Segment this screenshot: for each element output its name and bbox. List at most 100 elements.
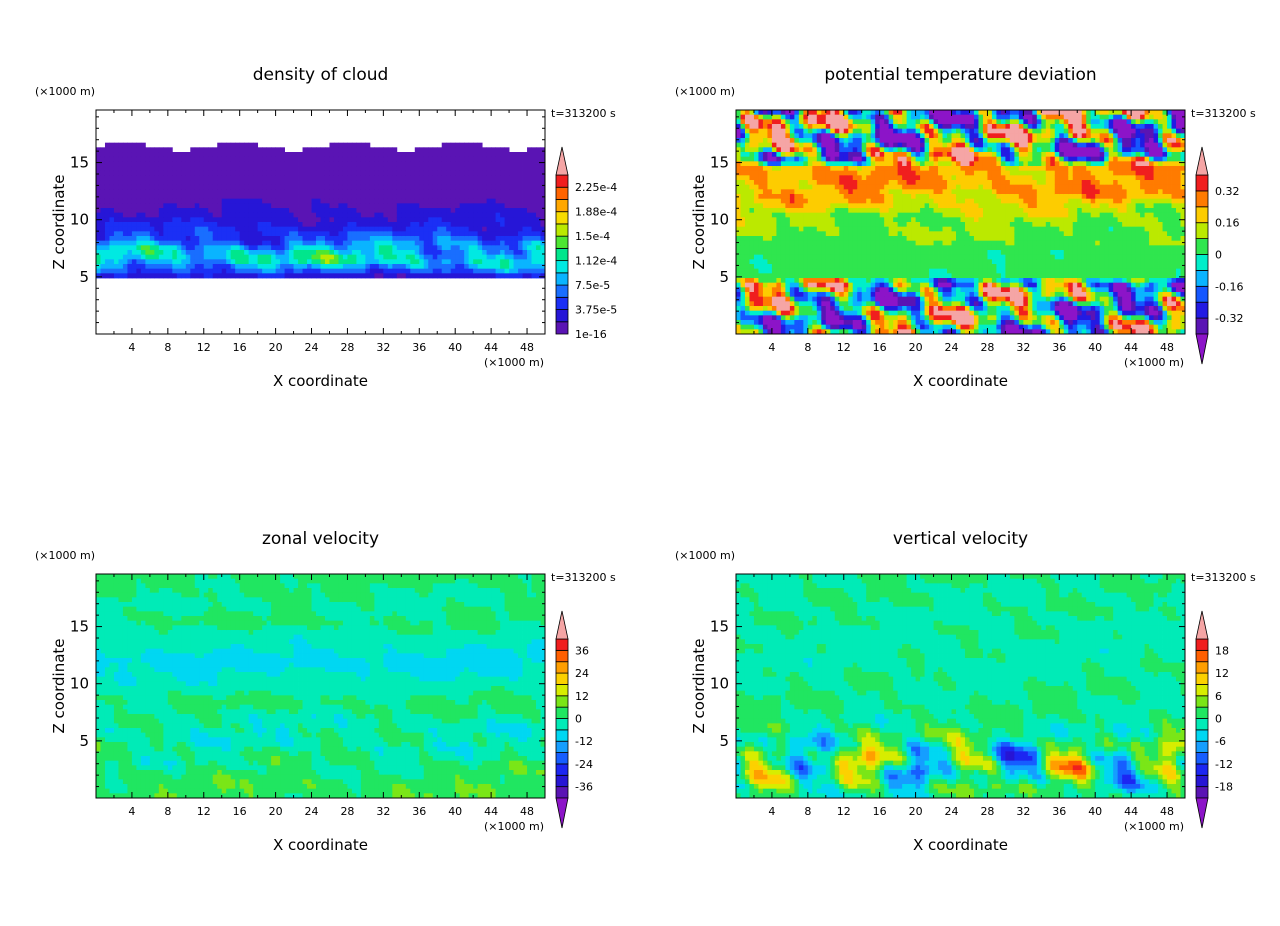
contour-cell xyxy=(879,264,885,270)
contour-cell xyxy=(518,264,523,270)
contour-cell xyxy=(839,222,845,228)
contour-cell xyxy=(482,245,488,251)
contour-cell xyxy=(536,268,541,274)
contour-cell xyxy=(167,208,173,214)
contour-cell xyxy=(821,236,827,242)
contour-cell xyxy=(302,250,308,256)
contour-cell xyxy=(441,231,447,237)
contour-cell xyxy=(428,245,434,251)
contour-cell xyxy=(789,138,795,144)
contour-cell xyxy=(122,170,128,176)
contour-cell xyxy=(145,152,151,158)
contour-cell xyxy=(122,203,128,209)
contour-cell xyxy=(486,217,492,223)
contour-cell xyxy=(780,175,786,181)
contour-cell xyxy=(459,142,465,148)
contour-cell xyxy=(284,212,290,218)
contour-cell xyxy=(504,245,510,251)
contour-cell xyxy=(857,236,863,242)
contour-cell xyxy=(271,217,276,223)
contour-cell xyxy=(527,203,532,209)
contour-cell xyxy=(140,226,146,232)
contour-cell xyxy=(145,236,151,242)
contour-cell xyxy=(861,170,867,176)
contour-cell xyxy=(302,180,308,186)
contour-cell xyxy=(253,259,259,265)
contour-cell xyxy=(767,310,773,316)
contour-cell xyxy=(794,128,800,134)
contour-cell xyxy=(257,245,263,251)
contour-cell xyxy=(410,198,416,204)
contour-cell xyxy=(785,147,791,153)
contour-cell xyxy=(821,152,827,158)
contour-cell xyxy=(307,198,312,204)
colorbar-bin xyxy=(555,247,569,262)
contour-cell xyxy=(861,268,867,274)
contour-cell xyxy=(289,175,294,181)
contour-cell xyxy=(226,152,232,158)
contour-cell xyxy=(911,315,916,321)
contour-cell xyxy=(446,245,452,251)
contour-cell xyxy=(414,194,420,200)
contour-cell xyxy=(830,184,836,190)
contour-cell xyxy=(199,189,205,195)
contour-cell xyxy=(473,189,479,195)
contour-cell xyxy=(736,226,741,232)
contour-cell xyxy=(104,189,110,195)
colorbar-bin xyxy=(555,186,569,200)
contour-cell xyxy=(870,212,876,218)
contour-cell xyxy=(893,119,899,125)
contour-cell xyxy=(136,166,142,172)
contour-cell xyxy=(253,264,259,270)
contour-cell xyxy=(482,264,488,270)
contour-cell xyxy=(848,212,854,218)
contour-cell xyxy=(789,222,795,228)
contour-cell xyxy=(149,203,155,209)
contour-cell xyxy=(789,273,795,279)
contour-cell xyxy=(825,114,831,120)
contour-cell xyxy=(235,273,241,279)
contour-cell xyxy=(821,147,827,153)
contour-cell xyxy=(127,226,133,232)
contour-cell xyxy=(807,329,813,335)
contour-cell xyxy=(902,110,908,116)
contour-cell xyxy=(217,142,223,148)
contour-cell xyxy=(879,259,885,265)
contour-cell xyxy=(776,315,782,321)
contour-cell xyxy=(176,273,182,279)
contour-cell xyxy=(749,264,755,270)
contour-cell xyxy=(423,245,429,251)
contour-cell xyxy=(839,301,845,307)
contour-cell xyxy=(812,184,818,190)
contour-cell xyxy=(131,222,137,228)
contour-cell xyxy=(356,175,362,181)
contour-cell xyxy=(158,170,164,176)
contour-cell xyxy=(861,133,867,139)
contour-cell xyxy=(118,170,124,176)
contour-cell xyxy=(875,292,881,298)
contour-cell xyxy=(450,166,456,172)
contour-cell xyxy=(437,254,443,260)
contour-cell xyxy=(333,273,339,279)
contour-cell xyxy=(893,278,899,284)
contour-cell xyxy=(203,161,209,167)
contour-cell xyxy=(888,152,894,158)
contour-cell xyxy=(870,315,876,321)
contour-cell xyxy=(906,254,912,260)
contour-cell xyxy=(830,287,836,293)
contour-cell xyxy=(758,184,764,190)
contour-cell xyxy=(753,268,759,274)
contour-cell xyxy=(776,320,782,326)
contour-cell xyxy=(879,292,885,298)
contour-cell xyxy=(879,222,885,228)
contour-cell xyxy=(311,208,317,214)
contour-cell xyxy=(374,161,380,167)
contour-cell xyxy=(812,128,818,134)
contour-cell xyxy=(803,324,809,330)
contour-cell xyxy=(861,138,867,144)
contour-cell xyxy=(293,208,299,214)
contour-cell xyxy=(320,166,326,172)
contour-cell xyxy=(360,273,366,279)
contour-cell xyxy=(298,180,303,186)
contour-cell xyxy=(109,189,115,195)
